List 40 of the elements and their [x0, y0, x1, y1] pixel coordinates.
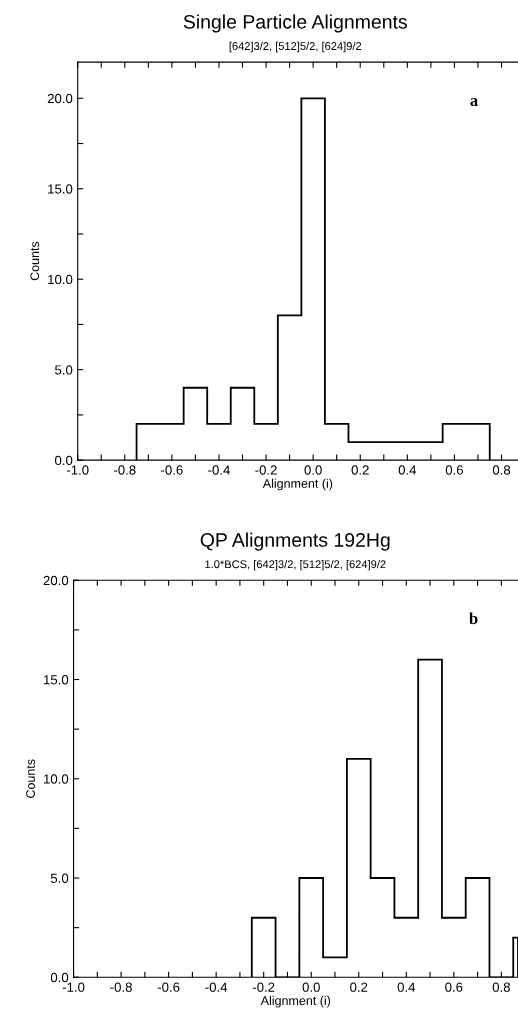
x-tick-label: 0.6: [445, 982, 463, 992]
y-axis-title: Counts: [26, 759, 35, 798]
chart-subtitle: 1.0*BCS, [642]3/2, [512]5/2, [624]9/2: [205, 559, 386, 571]
x-tick-label: 0.4: [398, 465, 417, 475]
x-axis-title: Alignment (i): [262, 478, 333, 491]
x-tick-label: -0.6: [157, 982, 180, 992]
annotation: b: [469, 612, 478, 625]
x-tick-label: 0.0: [304, 465, 322, 475]
x-tick-label: 0.6: [445, 465, 464, 475]
x-tick-label: -0.2: [252, 982, 275, 992]
x-tick-label: -0.4: [205, 982, 228, 992]
y-tick-label: 0.0: [50, 972, 69, 983]
y-tick-label: 5.0: [50, 873, 69, 883]
y-tick-label: 15.0: [44, 675, 69, 685]
x-tick-label: -0.2: [255, 465, 277, 475]
y-tick-label: 5.0: [55, 365, 73, 375]
y-tick-label: 10.0: [48, 274, 73, 285]
annotation: a: [470, 98, 478, 107]
y-tick-label: 20.0: [43, 575, 69, 586]
y-tick-label: 15.0: [48, 184, 73, 194]
x-tick-label: 0.2: [351, 465, 369, 475]
x-tick-label: -0.8: [114, 465, 136, 475]
y-axis-title: Counts: [30, 241, 40, 281]
chart-title: QP Alignments 192Hg: [200, 532, 390, 551]
chart-subtitle: [642]3/2, [512]5/2, [624]9/2: [229, 41, 362, 53]
x-tick-label: 0.0: [302, 982, 320, 992]
y-tick-label: 20.0: [47, 93, 73, 104]
x-tick-label: 0.2: [350, 982, 368, 992]
x-tick-label: -0.8: [110, 982, 132, 992]
chart-title: Single Particle Alignments: [183, 14, 407, 33]
x-axis-title: Alignment (i): [260, 995, 331, 1008]
x-tick-label: -1.0: [62, 982, 85, 992]
x-tick-label: -1.0: [66, 465, 89, 475]
x-tick-label: 0.8: [492, 982, 510, 992]
y-tick-label: 10.0: [44, 774, 69, 784]
y-tick-label: 0.0: [55, 455, 73, 466]
x-tick-label: 0.8: [492, 465, 511, 475]
x-tick-label: -0.4: [208, 465, 230, 475]
x-tick-label: -0.6: [161, 465, 183, 475]
x-tick-label: 0.4: [397, 982, 416, 992]
